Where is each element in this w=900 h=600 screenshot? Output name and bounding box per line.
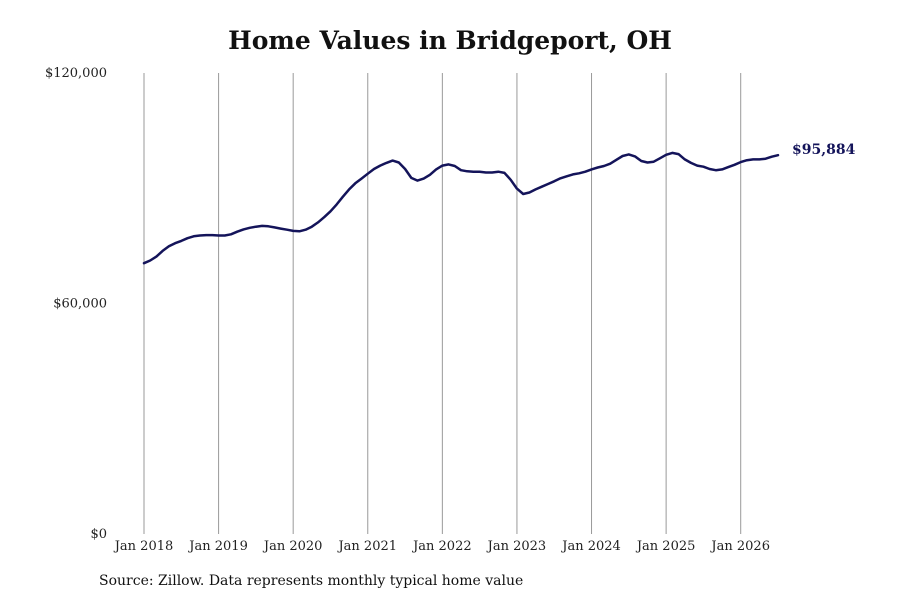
x-tick-label: Jan 2020 xyxy=(262,539,323,554)
end-value-label: $95,884 xyxy=(792,142,856,158)
x-tick-label: Jan 2026 xyxy=(709,539,770,554)
x-tick-label: Jan 2019 xyxy=(187,539,248,554)
chart-title: Home Values in Bridgeport, OH xyxy=(228,26,672,55)
x-tick-label: Jan 2018 xyxy=(113,539,174,554)
source-note: Source: Zillow. Data represents monthly … xyxy=(99,573,524,589)
vertical-grid xyxy=(143,73,742,534)
x-axis-labels: Jan 2018 Jan 2019 Jan 2020 Jan 2021 Jan 2022… xyxy=(113,539,770,554)
y-tick-label: $120,000 xyxy=(45,66,107,81)
y-axis-labels: $0 $60,000 $120,000 xyxy=(45,66,107,542)
home-value-line xyxy=(142,151,780,265)
x-tick-label: Jan 2022 xyxy=(411,539,472,554)
x-tick-label: Jan 2025 xyxy=(635,539,696,554)
x-tick-label: Jan 2021 xyxy=(336,539,397,554)
x-tick-label: Jan 2023 xyxy=(486,539,547,554)
y-tick-label: $0 xyxy=(90,527,107,542)
x-tick-label: Jan 2024 xyxy=(560,539,621,554)
y-tick-label: $60,000 xyxy=(53,297,107,312)
